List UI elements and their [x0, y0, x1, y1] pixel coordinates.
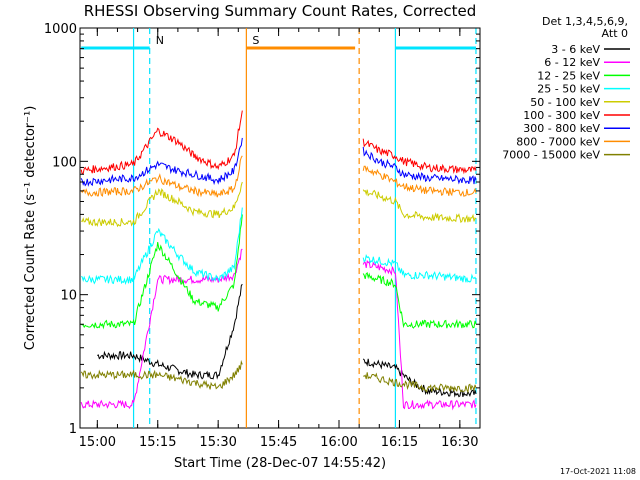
series-line: [80, 359, 243, 390]
x-tick-label: 15:45: [260, 435, 297, 450]
x-axis: 15:00 15:15 15:30 15:45 16:00 16:15 16:30: [79, 28, 481, 450]
x-tick-label: 15:30: [199, 435, 236, 450]
x-tick-label: 16:30: [441, 435, 478, 450]
series-line: [81, 214, 243, 330]
series-line: [80, 155, 243, 198]
y-tick-label: 10: [60, 289, 77, 304]
series-line: [80, 248, 243, 410]
series-line: [362, 259, 477, 411]
y-axis: 1 10 100 1000: [44, 22, 480, 437]
y-axis-label: Corrected Count Rate (s⁻¹ detector⁻¹): [23, 106, 38, 351]
legend-label: 25 - 50 keV: [537, 83, 600, 96]
chart-title: RHESSI Observing Summary Count Rates, Co…: [84, 2, 477, 20]
series-line: [97, 283, 243, 380]
series-line: [80, 110, 243, 175]
y-tick-label: 100: [52, 155, 77, 170]
series-line: [362, 253, 477, 283]
legend-label: 300 - 800 keV: [523, 122, 600, 135]
series-line: [362, 146, 477, 185]
y-tick-label: 1: [69, 422, 77, 437]
series-line: [81, 207, 243, 286]
flag-label: N: [156, 34, 164, 47]
x-tick-label: 15:00: [79, 435, 116, 450]
series-line: [362, 165, 477, 197]
x-tick-label: 15:15: [139, 435, 176, 450]
series-line: [80, 181, 243, 228]
x-axis-label: Start Time (28-Dec-07 14:55:42): [174, 456, 386, 471]
legend-label: 100 - 300 keV: [523, 109, 600, 122]
series-line: [80, 137, 243, 187]
legend-label: 3 - 6 keV: [551, 43, 600, 56]
series-line: [362, 358, 477, 398]
legend-label: 50 - 100 keV: [530, 96, 600, 109]
timestamp: 17-Oct-2021 11:08: [560, 467, 636, 476]
detector-info-line1: Det 1,3,4,5,6,9,: [542, 15, 628, 28]
series-layer: [80, 110, 477, 411]
plot-frame: [79, 27, 481, 429]
legend-label: 800 - 7000 keV: [516, 135, 600, 148]
x-tick-label: 16:15: [381, 435, 418, 450]
series-line: [362, 138, 477, 175]
legend-label: 6 - 12 keV: [544, 56, 600, 69]
series-line: [362, 189, 477, 224]
legend-label: 7000 - 15000 keV: [502, 149, 600, 162]
detector-info-line2: Att 0: [602, 27, 628, 40]
flag-label: S: [252, 34, 259, 47]
legend-label: 12 - 25 keV: [537, 69, 600, 82]
y-tick-label: 1000: [44, 22, 77, 37]
x-tick-label: 16:00: [320, 435, 357, 450]
series-line: [363, 372, 477, 394]
series-line: [362, 271, 477, 329]
